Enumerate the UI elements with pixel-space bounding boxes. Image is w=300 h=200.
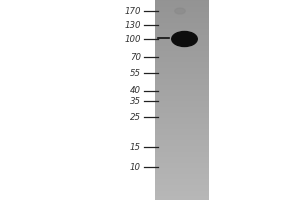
Text: 35: 35 [130, 97, 141, 106]
Text: 70: 70 [130, 52, 141, 62]
Text: 170: 170 [124, 6, 141, 16]
Ellipse shape [175, 8, 185, 14]
Text: 130: 130 [124, 21, 141, 29]
Text: 10: 10 [130, 162, 141, 171]
Text: 40: 40 [130, 86, 141, 95]
Text: 15: 15 [130, 142, 141, 152]
Text: 55: 55 [130, 68, 141, 77]
Ellipse shape [172, 31, 197, 46]
Text: 100: 100 [124, 34, 141, 44]
Text: 25: 25 [130, 112, 141, 121]
